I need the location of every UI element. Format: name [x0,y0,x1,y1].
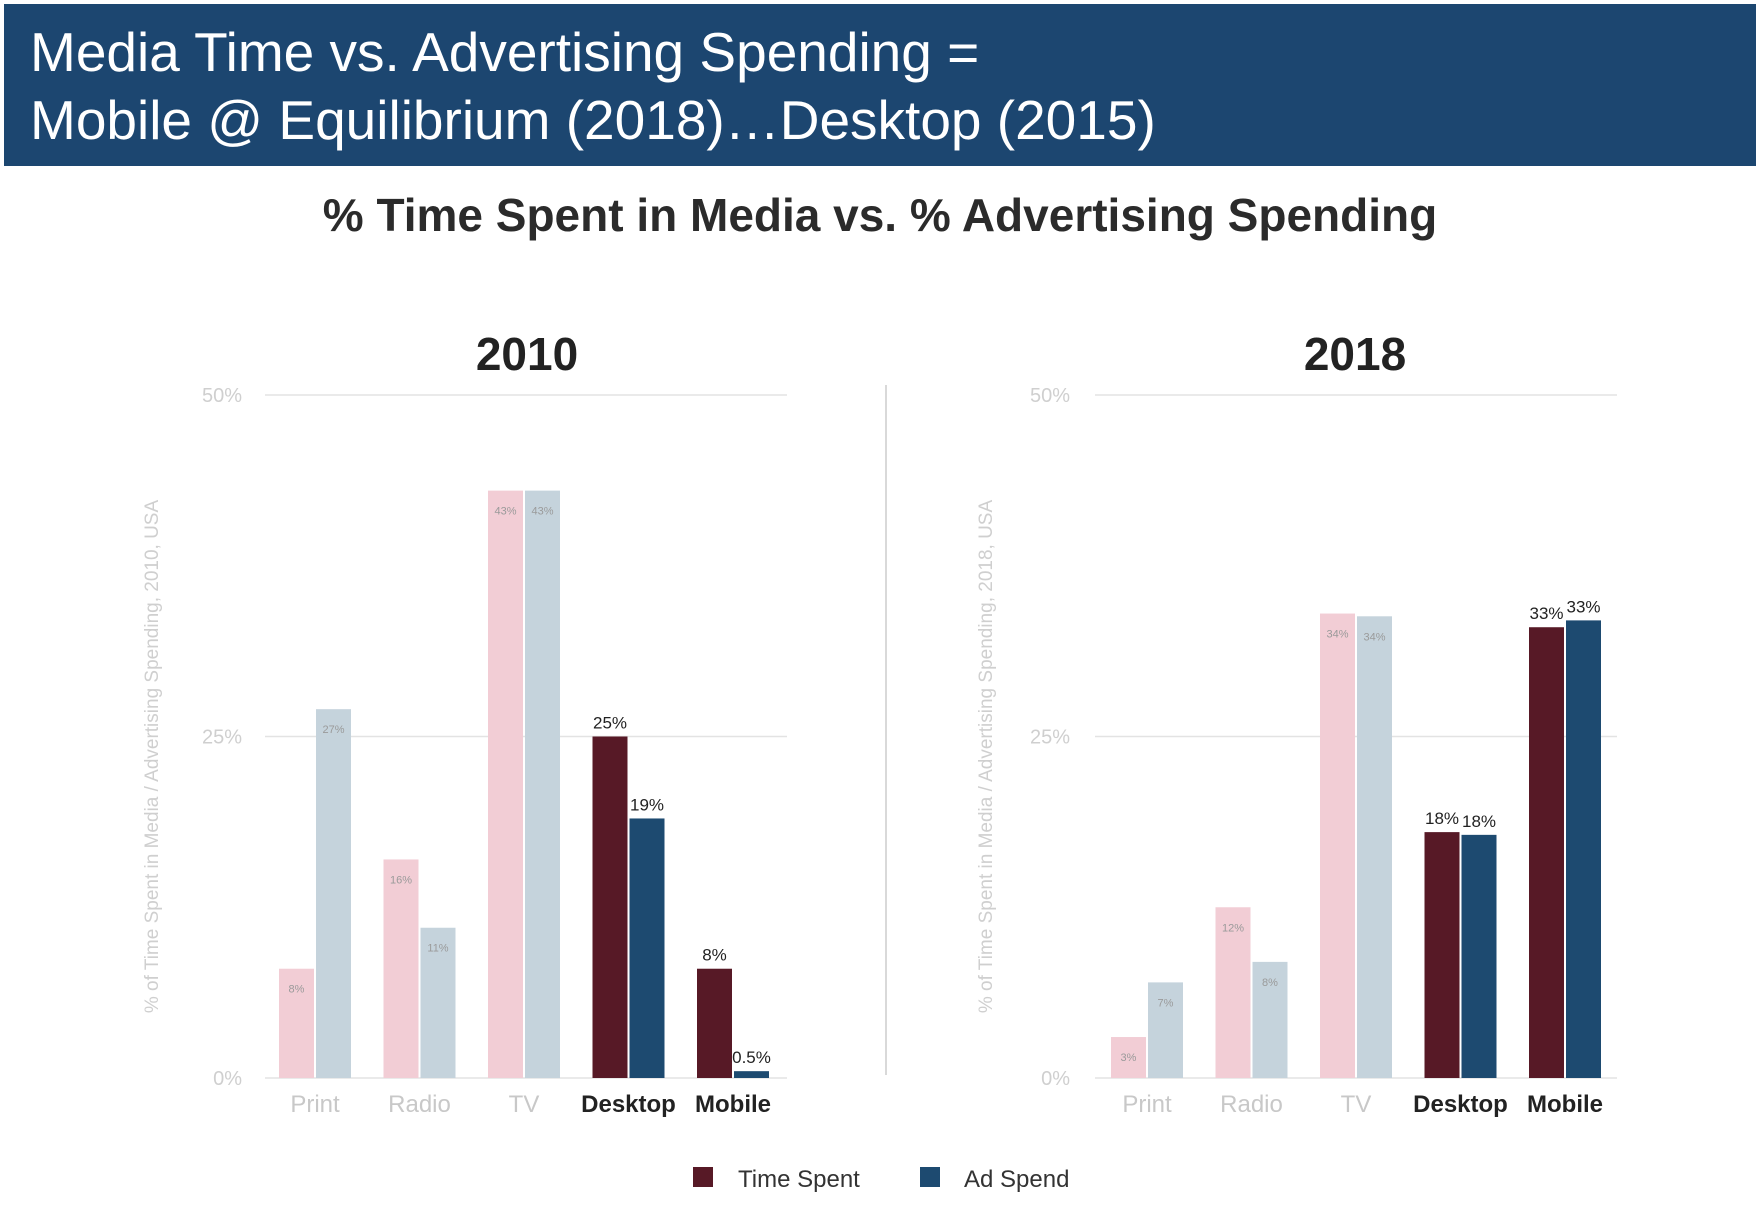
data-label: 33% [1566,597,1600,616]
data-label: 12% [1222,922,1244,934]
data-label: 25% [593,714,627,733]
bar-ad-spend-desktop [1461,834,1497,1078]
y-tick-label: 25% [202,727,242,749]
x-category-label: Radio [388,1091,451,1118]
bar-time-spent-radio [383,859,419,1078]
data-label: 0.5% [732,1048,771,1067]
panel-title: 2010 [476,328,578,380]
bar-time-spent-desktop [592,736,628,1078]
bar-ad-spend-tv [1357,616,1392,1078]
header-banner: Media Time vs. Advertising Spending = Mo… [4,4,1756,166]
data-label: 27% [322,724,344,736]
data-label: 7% [1158,997,1174,1009]
x-category-label: Radio [1220,1091,1283,1118]
header-title-line-2: Mobile @ Equilibrium (2018)…Desktop (201… [30,89,1156,151]
bar-ad-spend-radio [420,927,456,1078]
bar-ad-spend-tv [525,490,560,1078]
header-title-line-1: Media Time vs. Advertising Spending = [30,21,980,83]
y-tick-label: 0% [1041,1068,1070,1090]
data-label: 16% [390,874,412,886]
x-category-label: TV [509,1091,540,1118]
bar-time-spent-desktop [1424,832,1460,1078]
y-tick-label: 25% [1030,727,1070,749]
data-label: 43% [494,506,516,518]
data-label: 11% [427,943,448,955]
legend-label-ad-spend: Ad Spend [964,1166,1069,1193]
data-label: 8% [289,984,305,996]
chart-subtitle: % Time Spent in Media vs. % Advertising … [322,189,1438,241]
bar-time-spent-radio [1215,907,1251,1078]
bar-time-spent-mobile [1529,627,1564,1078]
y-tick-label: 50% [202,385,242,407]
bar-ad-spend-desktop [629,818,665,1078]
bar-ad-spend-mobile [734,1071,769,1078]
data-label: 18% [1462,812,1496,831]
x-category-label: TV [1341,1091,1372,1118]
y-tick-label: 0% [213,1068,242,1090]
bar-ad-spend-print [316,709,351,1078]
y-axis-label: % of Time Spent in Media / Advertising S… [142,500,163,1014]
data-label: 8% [702,946,727,965]
data-label: 8% [1262,977,1278,989]
bar-time-spent-tv [488,490,523,1078]
bar-ad-spend-print [1148,982,1183,1078]
x-category-label: Print [1122,1091,1172,1118]
panel-title: 2018 [1304,328,1406,380]
legend-label-time-spent: Time Spent [738,1166,860,1193]
y-tick-label: 50% [1030,385,1070,407]
legend-swatch-time-spent [693,1167,713,1187]
data-label: 18% [1425,809,1459,828]
data-label: 33% [1529,604,1563,623]
x-category-label: Desktop [581,1091,676,1118]
bar-ad-spend-mobile [1566,620,1601,1078]
x-category-label: Mobile [1527,1091,1603,1118]
data-label: 34% [1363,631,1385,643]
bar-ad-spend-radio [1252,961,1288,1078]
legend-swatch-ad-spend [920,1167,940,1187]
data-label: 19% [630,795,664,814]
y-axis-label: % of Time Spent in Media / Advertising S… [976,500,997,1014]
chart-panel-2018: 2018 0% 25% 50% % of Time Spent in Media / A… [976,328,1617,1118]
x-category-label: Mobile [695,1091,771,1118]
x-category-label: Print [290,1091,340,1118]
chart-panel-2010: 2010 0% 25% 50% % of Time Spent in Media / A… [142,328,787,1118]
data-label: 3% [1121,1052,1137,1064]
data-label: 43% [531,506,553,518]
bar-time-spent-mobile [697,968,732,1078]
legend: Time Spent Ad Spend [693,1166,1069,1193]
bar-time-spent-print [1111,1037,1146,1078]
data-label: 34% [1326,629,1348,641]
bar-time-spent-print [279,968,314,1078]
x-category-label: Desktop [1413,1091,1508,1118]
bar-time-spent-tv [1320,613,1355,1078]
